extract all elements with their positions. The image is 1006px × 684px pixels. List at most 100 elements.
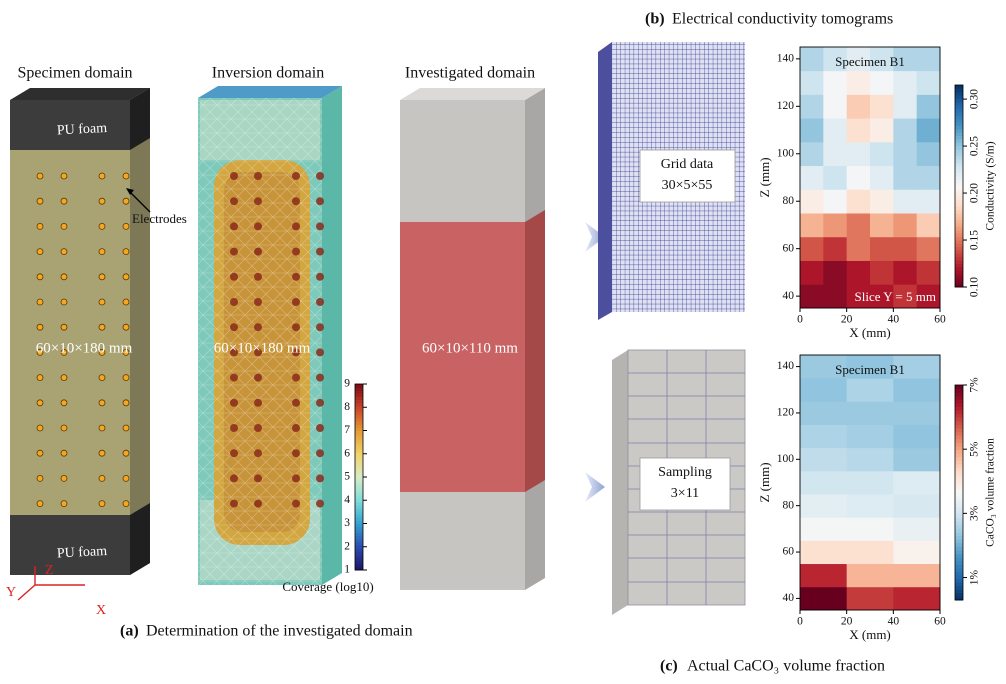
heatmap-cell: [893, 284, 918, 309]
colorbar-swatch: [955, 135, 963, 140]
coverage-peak: [316, 398, 324, 407]
electrode: [60, 273, 68, 281]
heatmap-cell: [893, 94, 918, 119]
panel-caption: Electrical conductivity tomograms: [672, 11, 893, 28]
coverage-peak: [254, 222, 262, 231]
colorbar-swatch: [355, 535, 363, 540]
colorbar-swatch: [955, 524, 963, 529]
electrode: [98, 172, 106, 180]
coverage-peak: [254, 474, 262, 483]
electrode: [98, 399, 106, 407]
heatmap-cell: [893, 165, 918, 190]
coverage-peak: [292, 398, 300, 407]
coverage-peak: [292, 348, 300, 357]
heatmap-cell: [823, 47, 848, 72]
heatmap-cell: [823, 141, 848, 167]
heatmap-cell: [870, 189, 894, 214]
colorbar-swatch: [355, 539, 363, 543]
colorbar-swatch: [955, 539, 963, 544]
colorbar-swatch: [355, 508, 363, 512]
heatmap-cell: [870, 284, 894, 309]
coverage-peak: [292, 323, 300, 332]
colorbar-tick-label: 0.30: [969, 89, 981, 109]
colorbar-swatch: [955, 122, 963, 126]
colorbar-swatch: [355, 486, 363, 490]
electrode: [60, 172, 68, 180]
heatmap-cell: [846, 213, 871, 238]
colorbar-swatch: [955, 571, 963, 576]
x-tick-label: 60: [934, 314, 946, 326]
colorbar-swatch: [355, 480, 363, 484]
heatmap-cell: [916, 118, 941, 143]
heatmap-cell: [893, 470, 941, 495]
colorbar-tick-label: 2: [344, 540, 350, 552]
colorbar-swatch: [955, 549, 963, 554]
colorbar-swatch: [355, 458, 363, 462]
electrode: [36, 323, 44, 331]
colorbar-swatch: [955, 503, 963, 508]
electrode: [36, 348, 44, 356]
colorbar-swatch: [355, 492, 363, 497]
electrode: [98, 474, 106, 482]
heatmap-cell: [870, 70, 894, 95]
heatmap-cell: [823, 284, 848, 309]
electrode: [122, 248, 130, 256]
coverage-peak: [230, 499, 238, 508]
coverage-peak: [316, 449, 324, 458]
heatmap-cell: [846, 47, 871, 72]
colorbar-swatch: [955, 553, 963, 558]
heatmap-cell: [916, 70, 941, 95]
coverage-peak: [316, 323, 324, 332]
heatmap-cell: [846, 165, 871, 190]
y-tick-label: 100: [777, 453, 795, 465]
electrode: [98, 248, 106, 256]
colorbar-swatch: [955, 253, 963, 258]
colorbar-swatch: [955, 442, 963, 447]
colorbar-swatch: [355, 554, 363, 559]
heatmap-cell: [846, 563, 894, 588]
colorbar-tick-label: 9: [344, 378, 350, 390]
colorbar-swatch: [355, 526, 363, 531]
colorbar-swatch: [355, 384, 363, 388]
coverage-peak: [254, 272, 262, 281]
heatmap-cell: [870, 47, 894, 72]
colorbar-swatch: [955, 567, 963, 572]
colorbar-swatch: [955, 202, 963, 207]
electrode: [36, 374, 44, 382]
colorbar-swatch: [955, 132, 963, 136]
box-label: Grid data: [661, 157, 714, 172]
heatmap-cell: [870, 236, 894, 261]
coverage-peak: [230, 272, 238, 281]
colorbar-swatch: [955, 243, 963, 248]
heatmap-cell: [823, 165, 848, 190]
colorbar-swatch: [955, 233, 963, 237]
colorbar-swatch: [955, 578, 963, 583]
coverage-peak: [316, 272, 324, 281]
x-axis-label: X (mm): [849, 627, 891, 642]
investigated-slab: [400, 88, 545, 590]
colorbar-swatch: [955, 256, 963, 261]
coverage-peak: [230, 449, 238, 458]
colorbar-swatch: [955, 223, 963, 227]
coverage-peak: [254, 197, 262, 206]
coverage-peak: [254, 247, 262, 256]
heatmap-cell: [916, 236, 941, 261]
colorbar-swatch: [955, 585, 963, 590]
electrode: [98, 222, 106, 230]
heatmap-cell: [846, 424, 894, 449]
grid-box: [598, 42, 745, 320]
heatmap-cell: [846, 355, 894, 379]
colorbar-swatch: [355, 399, 363, 404]
inversion-slab: [198, 86, 342, 585]
colorbar-swatch: [955, 445, 963, 450]
colorbar-swatch: [955, 219, 963, 224]
coverage-peak: [254, 499, 262, 508]
colorbar-swatch: [355, 439, 363, 444]
coverage-peak: [292, 298, 300, 306]
heatmap-cell: [800, 540, 848, 565]
colorbar-swatch: [955, 438, 963, 443]
electrode: [122, 474, 130, 482]
colorbar-swatch: [355, 498, 363, 503]
arrow-head: [126, 188, 134, 195]
colorbar-swatch: [355, 477, 363, 481]
